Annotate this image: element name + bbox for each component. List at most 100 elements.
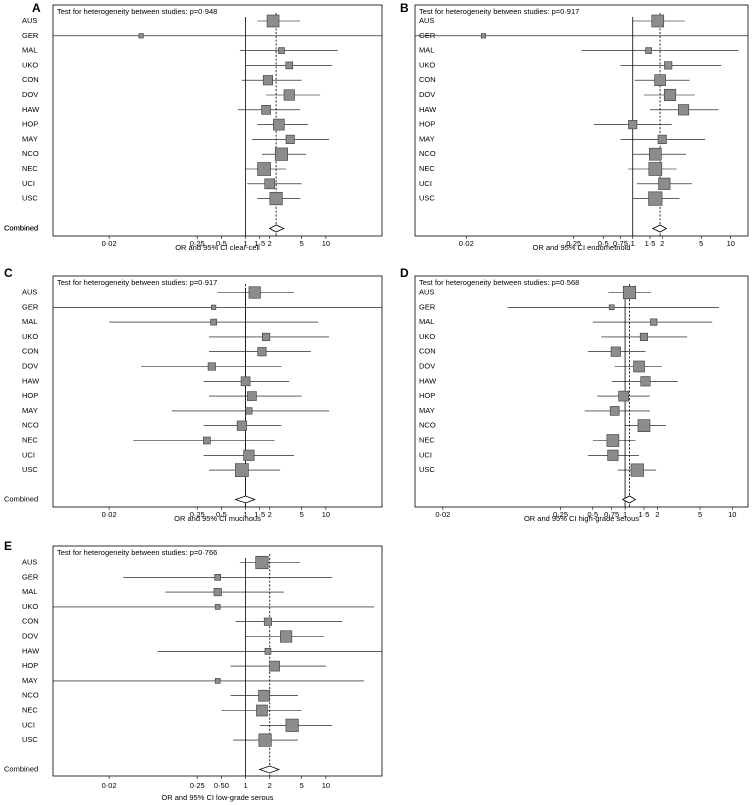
- x-axis-label: OR and 95% CI high-grade serous: [524, 514, 639, 523]
- estimate-box-hop: [247, 391, 257, 401]
- study-label-uci: UCI: [22, 179, 35, 188]
- estimate-box-nco: [637, 419, 651, 433]
- x-tick-label: 0·5: [587, 510, 598, 519]
- study-label-uko: UKO: [22, 60, 38, 69]
- study-label-usc: USC: [419, 465, 435, 474]
- estimate-box-usc: [269, 192, 283, 206]
- study-label-dov: DOV: [419, 90, 435, 99]
- study-label-usc: USC: [22, 465, 38, 474]
- study-label-mal: MAL: [419, 46, 434, 55]
- estimate-box-dov: [207, 362, 216, 371]
- study-label-dov: DOV: [22, 631, 38, 640]
- panel-e: E Test for heterogeneity between studies:…: [4, 539, 383, 802]
- combined-label: Combined: [4, 223, 38, 232]
- study-label-hop: HOP: [419, 120, 435, 129]
- x-tick-label: 1: [631, 239, 635, 248]
- study-label-may: MAY: [419, 134, 435, 143]
- estimate-box-hop: [273, 118, 285, 131]
- x-tick-label: 0·75: [613, 239, 628, 248]
- study-label-may: MAY: [22, 134, 38, 143]
- study-label-nco: NCO: [22, 149, 39, 158]
- estimate-box-haw: [240, 376, 251, 387]
- study-label-haw: HAW: [22, 105, 40, 114]
- estimate-box-ger: [138, 33, 144, 39]
- study-label-may: MAY: [22, 406, 38, 415]
- x-tick-label: 0·5: [216, 510, 227, 519]
- study-label-hop: HOP: [22, 120, 38, 129]
- study-label-con: CON: [22, 347, 39, 356]
- estimate-box-nec: [606, 434, 620, 447]
- study-label-uko: UKO: [22, 602, 38, 611]
- x-tick-label: 10: [322, 781, 330, 790]
- x-tick-label: 1: [243, 510, 247, 519]
- estimate-box-uko: [214, 604, 221, 610]
- estimate-box-dov: [280, 630, 293, 643]
- study-label-nec: NEC: [419, 435, 435, 444]
- x-tick-label: 2: [268, 239, 272, 248]
- study-label-ger: GER: [22, 302, 39, 311]
- heterogeneity-text: Test for heterogeneity between studies: …: [57, 548, 217, 557]
- estimate-box-haw: [264, 647, 272, 655]
- estimate-box-ger: [608, 304, 615, 311]
- study-label-usc: USC: [22, 194, 38, 203]
- estimate-box-ger: [211, 304, 217, 310]
- x-tick-label: 0·5: [216, 239, 227, 248]
- study-label-uci: UCI: [419, 179, 432, 188]
- estimate-box-nco: [258, 689, 270, 702]
- estimate-box-nco: [274, 147, 289, 161]
- x-axis-label: OR and 95% CI endometrioid: [533, 243, 631, 252]
- estimate-box-uci: [243, 449, 255, 461]
- estimate-box-hop: [628, 120, 638, 130]
- x-tick-label: 0·25: [566, 239, 581, 248]
- estimate-box-uko: [664, 61, 673, 70]
- x-axis-label: OR and 95% CI clear-cell: [175, 243, 260, 252]
- estimate-box-con: [257, 347, 267, 357]
- x-tick-label: 0·75: [604, 510, 619, 519]
- estimate-box-may: [285, 134, 295, 144]
- x-tick-label: 1: [243, 239, 247, 248]
- x-tick-label: 5: [300, 510, 304, 519]
- study-label-may: MAY: [419, 406, 435, 415]
- panel-c: C Test for heterogeneity between studies:…: [4, 266, 383, 523]
- x-tick-label: 10: [728, 510, 736, 519]
- study-label-aus: AUS: [419, 287, 434, 296]
- estimate-box-haw: [640, 376, 651, 387]
- x-tick-label: 0·02: [435, 510, 450, 519]
- study-label-mal: MAL: [419, 317, 434, 326]
- study-label-nco: NCO: [419, 421, 436, 430]
- x-axis-label: OR and 95% CI mucinous: [174, 514, 261, 523]
- estimate-box-uci: [264, 178, 276, 190]
- panel-letter: C: [4, 266, 13, 280]
- x-tick-label: 1: [243, 781, 247, 790]
- estimate-box-uko: [285, 61, 294, 70]
- combined-label: Combined: [4, 223, 38, 232]
- estimate-box-uci: [607, 449, 619, 461]
- study-label-haw: HAW: [419, 376, 437, 385]
- study-label-uci: UCI: [419, 450, 432, 459]
- estimate-box-may: [245, 407, 253, 415]
- x-tick-label: 0·02: [102, 781, 117, 790]
- study-label-uko: UKO: [419, 60, 435, 69]
- estimate-box-nec: [648, 162, 663, 176]
- panel-letter: D: [400, 266, 409, 280]
- x-tick-label: 1: [623, 510, 627, 519]
- study-label-dov: DOV: [419, 361, 435, 370]
- estimate-box-usc: [648, 191, 663, 206]
- study-label-ger: GER: [419, 302, 436, 311]
- panel-letter: A: [32, 1, 41, 15]
- x-tick-label: 2: [655, 510, 659, 519]
- x-tick-label: 5: [699, 239, 703, 248]
- x-tick-label: 10: [727, 239, 735, 248]
- estimate-box-hop: [618, 390, 629, 402]
- panel-letter: B: [400, 1, 409, 15]
- estimate-box-mal: [650, 318, 658, 326]
- study-label-con: CON: [419, 347, 436, 356]
- study-label-hop: HOP: [419, 391, 435, 400]
- x-tick-label: 10: [322, 239, 330, 248]
- x-axis-label: OR and 95% CI low-grade serous: [161, 793, 273, 802]
- study-label-mal: MAL: [22, 587, 37, 596]
- estimate-box-haw: [261, 105, 271, 115]
- x-tick-label: 0·50: [214, 781, 229, 790]
- study-label-dov: DOV: [22, 361, 38, 370]
